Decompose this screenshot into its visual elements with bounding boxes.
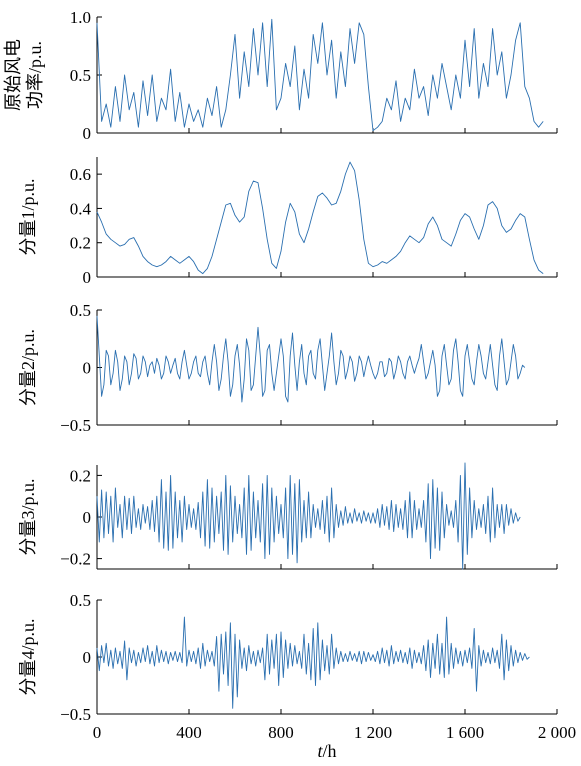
y-tick-label: 0.6 (70, 165, 91, 184)
y-tick-label: −0.5 (60, 416, 91, 435)
x-tick-label: 0 (93, 723, 102, 742)
y-tick-label: 0.4 (70, 199, 92, 218)
panel-4: −0.2 0 0.2 分量3/p.u. (18, 462, 558, 570)
series-line (96, 616, 530, 709)
x-axis-label: t/h (317, 741, 336, 761)
x-tick-label: 800 (268, 723, 294, 742)
y-tick-label: 0 (83, 508, 92, 527)
x-tick-label: 1 200 (354, 723, 392, 742)
x-tick-label: 400 (176, 723, 202, 742)
y-tick-label: 0.2 (70, 234, 91, 253)
y-tick-label: 0.5 (70, 301, 91, 320)
y-axis-label: 分量2/p.u. (18, 329, 38, 406)
x-tick-label: 1 600 (446, 723, 484, 742)
series-line (96, 18, 544, 132)
y-axis-label: 分量1/p.u. (18, 178, 38, 255)
y-axis-label: 分量3/p.u. (18, 478, 38, 555)
series-line (96, 161, 544, 275)
y-tick-label: −0.2 (60, 550, 91, 569)
panel-2: 0 0.2 0.4 0.6 分量1/p.u. (18, 157, 558, 287)
y-tick-label: 1.0 (70, 8, 91, 27)
y-axis-label: 功率/p.u. (25, 41, 45, 109)
panel-1: 0 0.5 1.0 原始风电 功率/p.u. (3, 8, 558, 143)
y-tick-label: 0.2 (70, 466, 91, 485)
y-tick-label: 0 (83, 359, 92, 378)
series-line (96, 315, 526, 403)
panel-3: −0.5 0 0.5 分量2/p.u. (18, 301, 558, 435)
x-tick-label: 2 000 (538, 723, 576, 742)
panel-5: −0.5 0 0.5 分量4/p.u. (18, 591, 558, 724)
panels: 0 0.5 1.0 原始风电 功率/p.u. 0 0.2 0.4 0.6 分量1/p.u. −0.5… (3, 8, 576, 742)
x-tick-labels: 0 400 800 1 200 1 600 2 000 (93, 723, 576, 742)
y-tick-label: 0.5 (70, 591, 91, 610)
y-axis-label: 分量4/p.u. (18, 618, 38, 695)
y-tick-label: 0 (83, 648, 92, 667)
y-tick-label: 0 (83, 124, 92, 143)
series-line (96, 462, 521, 570)
y-tick-label: 0 (83, 268, 92, 287)
y-tick-label: −0.5 (60, 705, 91, 724)
y-tick-label: 0.5 (70, 66, 91, 85)
y-axis-label: 原始风电 (3, 39, 23, 111)
